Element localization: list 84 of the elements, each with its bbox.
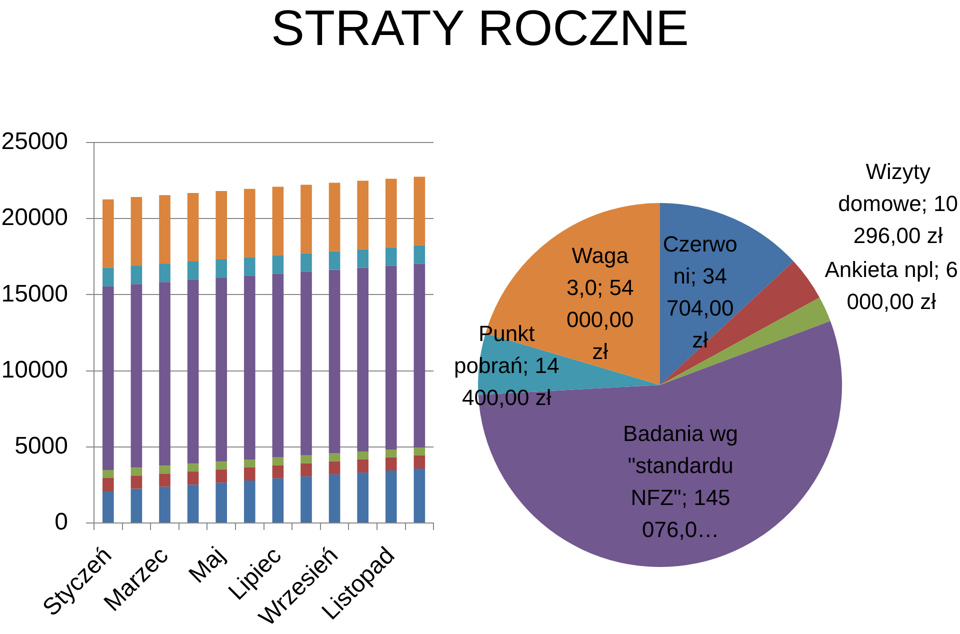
- bar: [272, 186, 284, 256]
- bar: [187, 472, 199, 485]
- bar: [414, 264, 426, 448]
- bar: [187, 464, 199, 472]
- bar: [414, 245, 426, 264]
- bar: [272, 478, 284, 522]
- slice-label: Waga 3,0; 54 000,00 zł: [566, 242, 634, 364]
- bar: [300, 184, 312, 254]
- bar: [130, 488, 142, 522]
- bar: [102, 478, 114, 492]
- bar: [357, 249, 368, 268]
- bar: [244, 460, 256, 468]
- bar: [414, 447, 426, 456]
- slice-label: Wizyty domowe; 10 296,00 zł: [838, 159, 958, 248]
- bar: [328, 270, 340, 454]
- bar: [159, 264, 170, 282]
- bar: [328, 182, 340, 252]
- bar: [159, 466, 170, 474]
- bar: [385, 457, 397, 470]
- y-tick-label: 20000: [1, 204, 68, 232]
- bar: [357, 180, 368, 250]
- bar: [130, 476, 142, 489]
- bar: [130, 468, 142, 476]
- bar: [272, 457, 284, 466]
- bar: [300, 253, 312, 272]
- chart-title: STRATY ROCZNE: [270, 0, 690, 56]
- bar: [385, 266, 397, 450]
- bar: [272, 465, 284, 478]
- bar: [385, 449, 397, 458]
- bar: [102, 470, 114, 478]
- bar: [328, 461, 340, 474]
- bar: [328, 453, 340, 462]
- bar: [244, 257, 256, 276]
- bar: [414, 176, 426, 246]
- bar: [216, 470, 227, 483]
- bar: [130, 197, 142, 266]
- slice-label: Ankieta npl; 6 000,00 zł: [824, 257, 958, 314]
- bar: [216, 462, 227, 470]
- bar: [187, 280, 199, 464]
- bar: [300, 272, 312, 456]
- y-tick-label: 0: [54, 508, 68, 536]
- bar: [385, 470, 397, 522]
- bar: [216, 190, 227, 260]
- bar: [216, 278, 227, 462]
- bar: [300, 476, 312, 522]
- bar: [187, 261, 199, 280]
- bar: [272, 255, 284, 274]
- bar: [102, 286, 114, 470]
- slice-label: Badania wg "standardu NFZ"; 145 076,0…: [623, 421, 738, 542]
- bar: [244, 480, 256, 522]
- bar: [216, 259, 227, 278]
- bar: [159, 195, 170, 264]
- bar: [272, 274, 284, 458]
- bar: [187, 192, 199, 262]
- bar: [357, 451, 368, 460]
- bar: [159, 282, 170, 466]
- slice-label: Czerwoni; 34 704,00 zł: [662, 231, 738, 352]
- bar: [385, 178, 397, 248]
- bar: [357, 268, 368, 452]
- bar: [414, 468, 426, 522]
- bar: [187, 484, 199, 522]
- bar: [300, 455, 312, 464]
- y-tick-label: 10000: [1, 356, 68, 384]
- bar: [216, 482, 227, 522]
- y-tick-label: 5000: [14, 432, 68, 460]
- bar: [385, 247, 397, 266]
- bar: [414, 455, 426, 468]
- bar: [130, 266, 142, 284]
- bar: [357, 472, 368, 522]
- bar: [102, 199, 114, 268]
- bar: [244, 276, 256, 460]
- y-tick-label: 15000: [1, 280, 68, 308]
- bar: [328, 251, 340, 270]
- bar: [244, 188, 256, 258]
- bar: [102, 268, 114, 286]
- y-tick-label: 25000: [1, 128, 68, 156]
- bar: [130, 284, 142, 468]
- bar: [357, 459, 368, 472]
- bar: [159, 474, 170, 487]
- bar: [159, 486, 170, 522]
- bar: [244, 467, 256, 481]
- bar: [102, 491, 114, 522]
- bar: [328, 474, 340, 522]
- bar: [300, 463, 312, 476]
